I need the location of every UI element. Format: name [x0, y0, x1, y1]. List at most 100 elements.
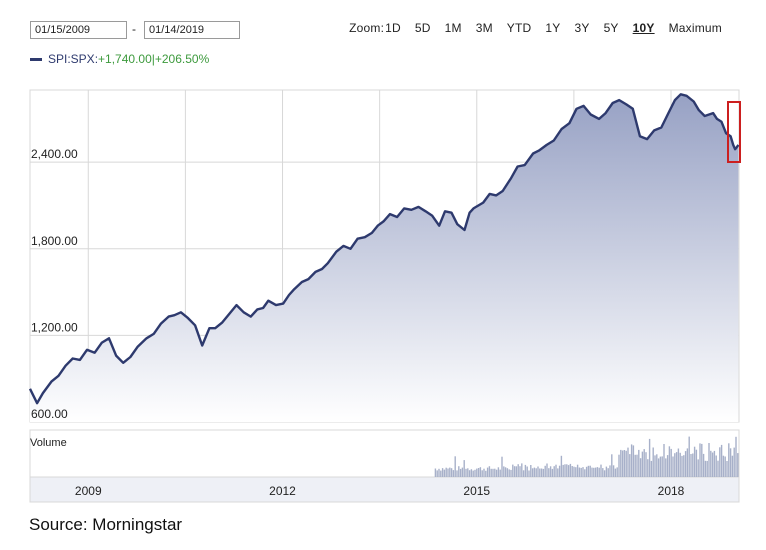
- volume-bar: [728, 443, 730, 477]
- volume-bar: [582, 467, 584, 477]
- volume-bar: [436, 470, 438, 477]
- price-chart: 600.00 1,200.00 1,800.00 2,400.00 Volume 20…: [28, 89, 741, 503]
- y-tick-label: 600.00: [31, 407, 68, 421]
- volume-bar: [699, 443, 701, 477]
- y-tick-label: 1,800.00: [31, 234, 78, 248]
- volume-bar: [530, 465, 532, 477]
- price-line-layer: [28, 93, 740, 405]
- volume-bar: [733, 447, 735, 477]
- zoom-3y-button[interactable]: 3Y: [574, 21, 590, 35]
- end-date-input[interactable]: [144, 21, 240, 39]
- volume-bar: [623, 450, 626, 477]
- zoom-maximum-button[interactable]: Maximum: [668, 21, 722, 35]
- volume-bar: [717, 460, 719, 477]
- volume-bar: [609, 465, 611, 477]
- volume-bar: [643, 449, 645, 477]
- zoom-1y-button[interactable]: 1Y: [545, 21, 561, 35]
- x-tick-label: 2009: [75, 484, 102, 498]
- volume-bar: [607, 468, 609, 477]
- volume-bar: [724, 456, 726, 477]
- volume-bar: [497, 467, 500, 477]
- volume-bar: [513, 466, 516, 477]
- x-tick-label: 2012: [269, 484, 296, 498]
- volume-bar: [522, 470, 525, 477]
- volume-bar: [695, 449, 698, 477]
- zoom-ytd-button[interactable]: YTD: [506, 21, 532, 35]
- volume-bar: [566, 464, 568, 477]
- volume-bar: [706, 460, 708, 477]
- zoom-5d-button[interactable]: 5D: [414, 21, 431, 35]
- volume-bar: [467, 468, 469, 477]
- volume-bar: [454, 456, 456, 477]
- x-tick-label: 2018: [658, 484, 685, 498]
- volume-bar: [625, 450, 627, 477]
- volume-bar: [629, 454, 631, 477]
- volume-bar: [713, 450, 716, 477]
- volume-bar: [594, 467, 597, 477]
- legend-change-value: +1,740.00|+206.50%: [98, 52, 210, 66]
- volume-bar: [519, 466, 521, 477]
- volume-bar: [616, 467, 618, 477]
- volume-bar: [445, 467, 447, 477]
- volume-bar: [551, 468, 554, 477]
- volume-bar: [560, 455, 563, 477]
- volume-bar: [645, 452, 647, 477]
- volume-frame: [29, 429, 740, 478]
- volume-bar: [693, 446, 696, 477]
- volume-bar: [670, 448, 672, 477]
- volume-bar: [632, 445, 635, 477]
- start-date-input[interactable]: [30, 21, 127, 39]
- zoom-bar: Zoom: 1D 5D 1M 3M YTD 1Y 3Y 5Y 10Y Maxim…: [349, 21, 722, 35]
- volume-bar: [627, 447, 629, 477]
- volume-bar: [470, 469, 473, 477]
- volume-bar: [456, 470, 458, 477]
- volume-bar: [576, 464, 579, 477]
- volume-bar: [533, 467, 536, 477]
- volume-bar: [494, 468, 496, 477]
- volume-bar: [564, 464, 566, 477]
- volume-bar: [567, 465, 570, 477]
- volume-bar: [654, 455, 656, 477]
- volume-bar: [474, 469, 476, 477]
- volume-bar: [555, 464, 557, 477]
- volume-bar: [656, 454, 658, 477]
- volume-bar: [630, 444, 633, 477]
- volume-bar: [461, 467, 464, 477]
- volume-bar: [510, 469, 512, 477]
- volume-bar: [477, 468, 480, 477]
- volume-bar: [612, 465, 615, 477]
- zoom-10y-button[interactable]: 10Y: [632, 21, 655, 35]
- volume-bar: [731, 455, 734, 477]
- volume-bar: [636, 454, 638, 477]
- volume-bar: [585, 466, 588, 477]
- volume-bar: [512, 464, 514, 477]
- volume-bar: [657, 458, 660, 477]
- volume-bar: [737, 453, 739, 477]
- volume-bar: [544, 465, 546, 477]
- zoom-3m-button[interactable]: 3M: [475, 21, 493, 35]
- zoom-1m-button[interactable]: 1M: [444, 21, 462, 35]
- volume-bar: [639, 458, 642, 477]
- volume-bar: [602, 468, 604, 477]
- y-tick-label: 2,400.00: [31, 147, 78, 161]
- chart-legend: SPI:SPX: +1,740.00|+206.50%: [30, 52, 209, 66]
- volume-bar: [440, 470, 442, 477]
- volume-bar: [521, 463, 523, 477]
- volume-bar: [441, 468, 444, 477]
- volume-bar: [452, 470, 455, 477]
- volume-bar: [542, 468, 545, 477]
- volume-bar: [677, 448, 680, 477]
- y-tick-label: 1,200.00: [31, 320, 78, 334]
- volume-bar: [528, 470, 530, 477]
- volume-bar: [580, 467, 582, 477]
- volume-bar: [438, 468, 440, 477]
- volume-bar: [578, 467, 581, 477]
- zoom-5y-button[interactable]: 5Y: [603, 21, 619, 35]
- volume-bar: [719, 447, 721, 477]
- volume-bar: [495, 469, 498, 477]
- volume-bar: [720, 444, 723, 477]
- volume-bar: [710, 450, 712, 477]
- zoom-1d-button[interactable]: 1D: [385, 21, 401, 35]
- volume-bar: [483, 468, 485, 477]
- volume-bar: [596, 467, 599, 477]
